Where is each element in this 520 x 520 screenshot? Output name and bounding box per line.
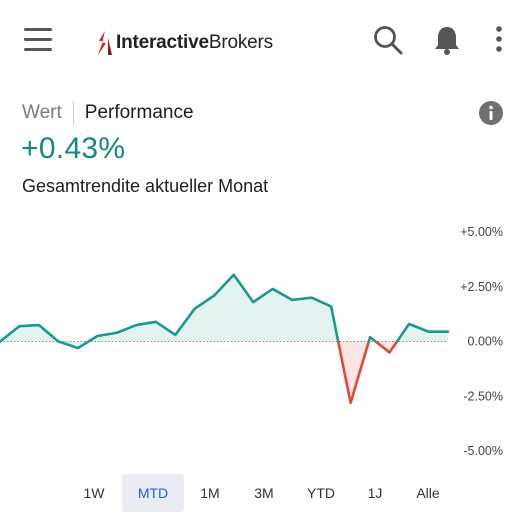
logo-text-regular: Brokers — [208, 32, 273, 53]
tab-wert[interactable]: Wert — [22, 102, 62, 123]
area-segment-1 — [88, 274, 339, 342]
period-1m-button[interactable]: 1M — [200, 485, 220, 501]
info-icon[interactable] — [478, 100, 504, 126]
series-line-segment-3 — [367, 335, 377, 343]
logo-text-bold: Interactive — [116, 32, 209, 53]
series-line-segment-4 — [374, 340, 399, 354]
period-1w-button[interactable]: 1W — [83, 485, 105, 501]
period-mtd-button[interactable]: MTD — [122, 474, 184, 512]
area-segment-2 — [338, 341, 369, 403]
area-segment-5 — [397, 323, 448, 342]
tab-performance[interactable]: Performance — [84, 102, 194, 123]
series-line-segment-5 — [395, 322, 450, 343]
period-ytd-button[interactable]: YTD — [307, 485, 335, 501]
more-vertical-icon[interactable] — [492, 24, 506, 56]
y-tick-label: +5.00% — [460, 225, 503, 239]
performance-chart: +5.00% +2.50% 0.00% -2.50% -5.00% — [0, 225, 503, 458]
app-logo: InteractiveBrokers — [96, 28, 273, 58]
period-selector: 1W MTD 1M 3M YTD 1J Alle — [0, 474, 520, 512]
y-tick-label: 0.00% — [468, 335, 503, 349]
view-tabs: Wert Performance — [22, 101, 194, 125]
performance-caption: Gesamtrendite aktueller Monat — [22, 176, 269, 196]
y-tick-label: -2.50% — [463, 389, 503, 403]
area-segment-0 — [0, 325, 89, 349]
period-1j-button[interactable]: 1J — [367, 485, 383, 501]
bell-icon[interactable] — [432, 24, 462, 56]
app-bar: InteractiveBrokers — [0, 0, 520, 80]
menu-icon[interactable] — [24, 28, 52, 52]
period-3m-button[interactable]: 3M — [254, 485, 274, 501]
logo-mark-icon — [98, 31, 112, 55]
series-line-segment-2 — [336, 340, 371, 405]
tab-separator — [72, 101, 74, 125]
series-line-segment-0 — [0, 323, 90, 350]
y-tick-label: +2.50% — [460, 280, 503, 294]
period-alle-button[interactable]: Alle — [416, 485, 440, 501]
y-tick-label: -5.00% — [463, 444, 503, 458]
search-icon[interactable] — [372, 24, 404, 56]
series-line-segment-1 — [87, 273, 340, 343]
performance-value: +0.43% — [21, 132, 126, 165]
